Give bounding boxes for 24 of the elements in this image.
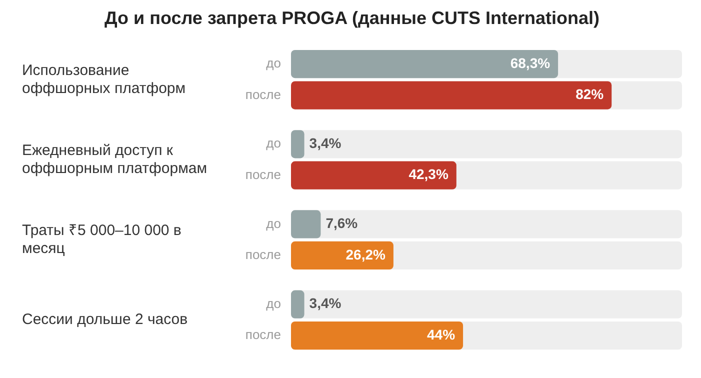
y-tick-label: Использование оффшорных платформ	[22, 62, 186, 97]
y-tick-label: Сессии дольше 2 часов	[22, 311, 188, 328]
text: до	[266, 136, 281, 151]
series-label: до	[266, 56, 281, 71]
text: после	[245, 247, 281, 262]
bar	[291, 130, 304, 158]
data-label: 68,3%	[510, 54, 551, 71]
data-label: 7,6%	[326, 215, 358, 232]
series-label: после	[245, 86, 281, 102]
data-label: 3,4%	[309, 134, 342, 151]
bar	[291, 210, 321, 238]
text: до	[266, 296, 281, 311]
text: после	[245, 166, 281, 182]
bar	[291, 290, 304, 318]
text: до	[266, 216, 281, 231]
y-tick-label: Ежедневный доступ к оффшорным платформам	[22, 142, 208, 177]
data-label: 42,3%	[408, 166, 449, 182]
text: после	[245, 327, 281, 342]
y-tick-label: Траты ₹5 000–10 000 в месяц	[22, 222, 182, 257]
data-label: 82%	[576, 86, 604, 102]
data-label: 3,4%	[309, 295, 342, 312]
chart-title: До и после запрета PROGA (данные CUTS International)	[104, 8, 600, 28]
data-label: 26,2%	[346, 246, 386, 262]
data-label: 44%	[427, 326, 456, 342]
